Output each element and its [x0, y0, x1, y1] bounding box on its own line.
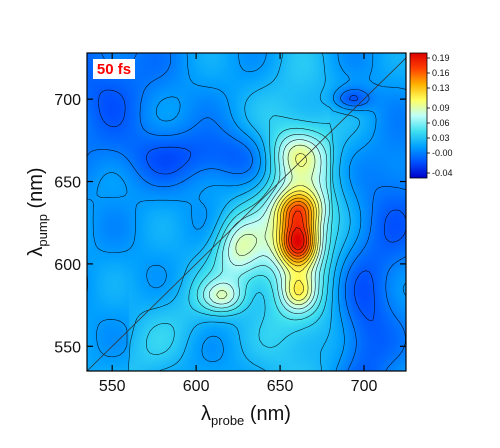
contour-line — [291, 227, 305, 250]
colorbar-ticks: 0.19 0.16 0.13 0.09 0.06 0.03 -0.00 -0.04 — [427, 53, 453, 178]
y-axis-title: λpump (nm) — [25, 167, 50, 256]
y-axis-symbol: λ — [25, 247, 47, 257]
contour-line — [281, 197, 313, 263]
time-annotation-box — [93, 59, 135, 79]
plot-frame — [86, 52, 407, 372]
colorbar-tick-label: 0.03 — [432, 133, 450, 143]
colorbar-tick-label: 0.19 — [432, 53, 450, 63]
colorbar-tick-label: -0.04 — [432, 168, 453, 178]
contour-line — [196, 127, 333, 321]
x-tick-label: 550 — [99, 378, 126, 395]
contour-line — [283, 201, 311, 260]
x-axis: 550 600 650 700 — [99, 53, 378, 395]
colorbar-tick-label: 0.16 — [432, 68, 450, 78]
x-tick-label: 600 — [183, 378, 210, 395]
y-axis-unit: (nm) — [25, 167, 47, 208]
contour-line — [203, 134, 330, 314]
x-axis-subscript: probe — [211, 413, 244, 428]
y-axis-subscript: pump — [35, 214, 50, 247]
contour-line — [279, 194, 315, 267]
time-annotation: 50 fs — [93, 59, 135, 79]
contour-line — [286, 204, 309, 257]
contour-line — [272, 153, 320, 301]
y-tick-label: 600 — [54, 257, 81, 274]
colorbar-tick-label: 0.13 — [432, 83, 450, 93]
x-axis-title: λprobe (nm) — [201, 403, 291, 428]
colorbar-tick-label: 0.06 — [432, 118, 450, 128]
x-axis-symbol: λ — [201, 403, 211, 425]
diagonal-line — [87, 57, 406, 371]
contour-line — [127, 53, 360, 371]
colorbar-tick-label: 0.09 — [432, 103, 450, 113]
heatmap-plot-area — [86, 52, 407, 372]
contour-line — [276, 190, 317, 296]
contour-line — [288, 210, 307, 254]
colorbar-tick-label: -0.00 — [432, 148, 453, 158]
contour-line — [87, 53, 406, 371]
time-annotation-label: 50 fs — [97, 61, 131, 78]
y-tick-label: 700 — [54, 92, 81, 109]
x-axis-unit: (nm) — [250, 403, 291, 425]
y-tick-label: 550 — [54, 339, 81, 356]
y-tick-label: 650 — [54, 175, 81, 192]
x-tick-label: 650 — [267, 378, 294, 395]
contour-line — [146, 115, 340, 355]
colorbar-gradient — [409, 52, 428, 179]
contour-line — [98, 89, 406, 321]
contour-line — [208, 139, 326, 310]
y-axis: 550 600 650 700 — [54, 92, 406, 356]
colorbar: 0.19 0.16 0.13 0.09 0.06 0.03 -0.00 -0.04 — [409, 52, 453, 179]
contour-lines — [87, 53, 406, 371]
contour-line — [216, 144, 323, 306]
x-tick-label: 700 — [351, 378, 378, 395]
